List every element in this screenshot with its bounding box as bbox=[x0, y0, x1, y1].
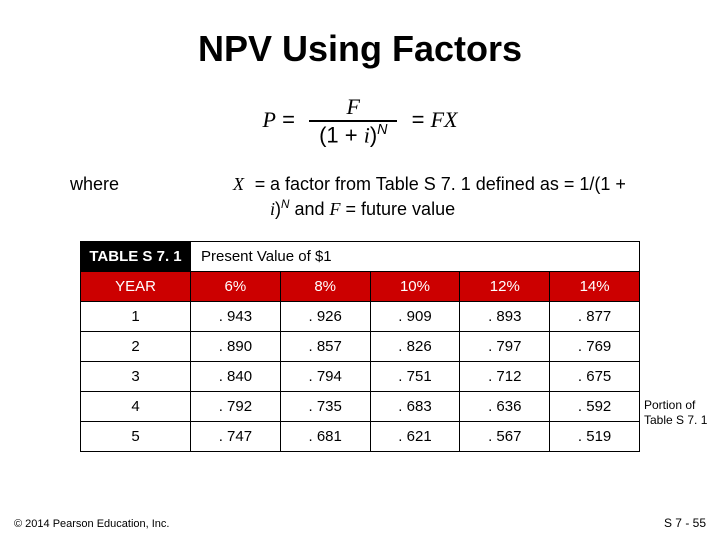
table-header-row: YEAR 6% 8% 10% 12% 14% bbox=[81, 271, 640, 301]
pv-table: TABLE S 7. 1 Present Value of $1 YEAR 6%… bbox=[80, 241, 640, 452]
cell: . 712 bbox=[460, 361, 550, 391]
col-6pct: 6% bbox=[191, 271, 281, 301]
cell: . 636 bbox=[460, 391, 550, 421]
table-row: 4 . 792 . 735 . 683 . 636 . 592 bbox=[81, 391, 640, 421]
formula-eq1: = bbox=[282, 107, 295, 132]
cell: . 797 bbox=[460, 331, 550, 361]
where-clause: where X = a factor from Table S 7. 1 def… bbox=[70, 172, 650, 221]
npv-formula: P = F (1 + i)N = FX bbox=[40, 94, 680, 148]
col-12pct: 12% bbox=[460, 271, 550, 301]
cell: . 840 bbox=[191, 361, 281, 391]
cell: . 621 bbox=[370, 421, 460, 451]
cell: . 792 bbox=[191, 391, 281, 421]
col-year: YEAR bbox=[81, 271, 191, 301]
where-def-post1: and bbox=[289, 199, 329, 219]
where-def-F: F bbox=[330, 199, 341, 219]
where-symbol: X bbox=[210, 172, 250, 221]
cell: . 675 bbox=[550, 361, 640, 391]
table-caption: Present Value of $1 bbox=[191, 241, 640, 271]
copyright: © 2014 Pearson Education, Inc. bbox=[14, 518, 169, 530]
cell: . 681 bbox=[280, 421, 370, 451]
table-body: 1 . 943 . 926 . 909 . 893 . 877 2 . 890 … bbox=[81, 301, 640, 451]
formula-fraction: F (1 + i)N bbox=[309, 94, 397, 148]
cell: . 769 bbox=[550, 331, 640, 361]
cell: . 857 bbox=[280, 331, 370, 361]
table-row: 3 . 840 . 794 . 751 . 712 . 675 bbox=[81, 361, 640, 391]
cell: . 926 bbox=[280, 301, 370, 331]
cell: . 893 bbox=[460, 301, 550, 331]
where-label: where bbox=[70, 172, 210, 221]
where-def-post2: = future value bbox=[341, 199, 456, 219]
cell: . 751 bbox=[370, 361, 460, 391]
cell: . 909 bbox=[370, 301, 460, 331]
cell: . 567 bbox=[460, 421, 550, 451]
formula-denominator: (1 + i)N bbox=[309, 120, 397, 148]
table-title-row: TABLE S 7. 1 Present Value of $1 bbox=[81, 241, 640, 271]
col-14pct: 14% bbox=[550, 271, 640, 301]
cell: 1 bbox=[81, 301, 191, 331]
slide-number: S 7 - 55 bbox=[664, 516, 706, 530]
where-definition: a factor from Table S 7. 1 defined as = … bbox=[270, 172, 650, 221]
cell: 4 bbox=[81, 391, 191, 421]
slide: NPV Using Factors P = F (1 + i)N = FX wh… bbox=[0, 0, 720, 540]
table-row: 1 . 943 . 926 . 909 . 893 . 877 bbox=[81, 301, 640, 331]
den-open: (1 + bbox=[319, 122, 364, 147]
page-title: NPV Using Factors bbox=[40, 28, 680, 70]
cell: . 735 bbox=[280, 391, 370, 421]
cell: . 943 bbox=[191, 301, 281, 331]
cell: 3 bbox=[81, 361, 191, 391]
cell: . 592 bbox=[550, 391, 640, 421]
cell: . 519 bbox=[550, 421, 640, 451]
formula-eq2: = bbox=[412, 107, 425, 132]
cell: . 890 bbox=[191, 331, 281, 361]
formula-numerator: F bbox=[309, 94, 397, 120]
pv-table-wrap: TABLE S 7. 1 Present Value of $1 YEAR 6%… bbox=[80, 241, 640, 452]
cell: . 747 bbox=[191, 421, 281, 451]
table-tag: TABLE S 7. 1 bbox=[81, 241, 191, 271]
side-note: Portion of Table S 7. 1 bbox=[644, 398, 714, 428]
where-eq: = bbox=[250, 172, 270, 221]
formula-lhs: P bbox=[263, 107, 276, 132]
formula-rhs: FX bbox=[431, 107, 458, 132]
den-exp: N bbox=[377, 122, 387, 138]
cell: 2 bbox=[81, 331, 191, 361]
cell: . 877 bbox=[550, 301, 640, 331]
cell: . 794 bbox=[280, 361, 370, 391]
cell: 5 bbox=[81, 421, 191, 451]
cell: . 826 bbox=[370, 331, 460, 361]
col-8pct: 8% bbox=[280, 271, 370, 301]
table-row: 2 . 890 . 857 . 826 . 797 . 769 bbox=[81, 331, 640, 361]
col-10pct: 10% bbox=[370, 271, 460, 301]
cell: . 683 bbox=[370, 391, 460, 421]
where-def-pre: a factor from Table S 7. 1 defined as = … bbox=[270, 174, 626, 194]
table-row: 5 . 747 . 681 . 621 . 567 . 519 bbox=[81, 421, 640, 451]
